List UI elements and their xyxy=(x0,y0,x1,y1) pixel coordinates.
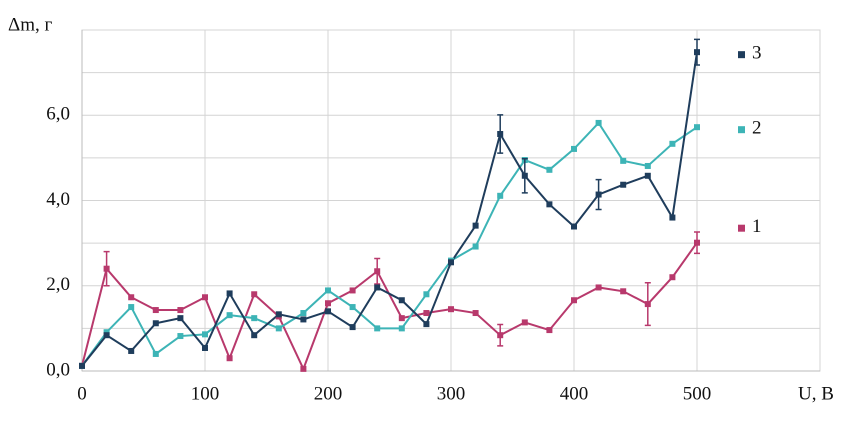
legend-swatch xyxy=(738,51,745,59)
point xyxy=(398,297,405,304)
point xyxy=(128,347,135,354)
x-tick-label: 500 xyxy=(683,383,712,404)
point xyxy=(669,214,676,221)
x-axis-label: U, В xyxy=(798,383,834,404)
point xyxy=(128,294,135,301)
y-tick-label: 2,0 xyxy=(46,274,70,295)
point xyxy=(669,274,676,281)
point xyxy=(620,157,627,164)
point xyxy=(595,191,602,198)
point xyxy=(325,300,331,307)
point xyxy=(595,119,602,126)
x-tick-label: 300 xyxy=(437,383,466,404)
point xyxy=(694,49,700,56)
point xyxy=(644,172,651,179)
point xyxy=(251,332,258,339)
point xyxy=(694,124,700,131)
legend-label: 3 xyxy=(752,43,762,64)
point xyxy=(398,325,405,332)
point xyxy=(448,259,454,266)
point xyxy=(79,362,85,369)
point xyxy=(472,243,479,250)
point xyxy=(497,192,504,199)
point xyxy=(152,307,159,314)
point xyxy=(546,327,553,334)
series-line xyxy=(81,242,698,372)
point xyxy=(620,288,627,295)
point xyxy=(300,316,307,323)
point xyxy=(177,315,184,322)
point xyxy=(571,297,577,304)
point xyxy=(349,304,356,311)
point xyxy=(177,307,184,314)
point xyxy=(349,324,356,331)
point xyxy=(251,315,258,322)
point xyxy=(103,332,110,339)
point xyxy=(669,140,676,147)
point xyxy=(128,304,135,311)
point xyxy=(103,265,110,272)
y-tick-label: 0,0 xyxy=(46,359,70,380)
point xyxy=(349,287,356,294)
x-tick-label: 200 xyxy=(314,383,343,404)
x-tick-label: 0 xyxy=(77,383,87,404)
point xyxy=(423,310,430,317)
point xyxy=(448,306,454,313)
point xyxy=(275,311,282,318)
point xyxy=(226,355,233,362)
point xyxy=(595,284,602,291)
x-tick-label: 400 xyxy=(560,383,589,404)
point xyxy=(398,315,405,322)
legend-label: 1 xyxy=(752,216,762,237)
point xyxy=(694,239,700,246)
point xyxy=(620,181,627,188)
x-tick-label: 100 xyxy=(191,383,220,404)
legend-swatch xyxy=(738,224,745,232)
point xyxy=(644,162,651,169)
point xyxy=(374,325,381,332)
series-line xyxy=(81,52,698,367)
point xyxy=(374,284,381,291)
point xyxy=(374,268,381,275)
point xyxy=(251,291,258,298)
point xyxy=(521,319,528,326)
point xyxy=(571,145,577,152)
series-line xyxy=(81,121,698,367)
y-tick-label: 6,0 xyxy=(46,104,70,125)
legend-label: 2 xyxy=(752,118,762,139)
point xyxy=(325,308,331,315)
point xyxy=(202,294,208,301)
point xyxy=(423,291,430,298)
point xyxy=(226,312,233,319)
point xyxy=(644,301,651,308)
point xyxy=(152,320,159,327)
point xyxy=(521,172,528,179)
point xyxy=(325,287,331,294)
legend-swatch xyxy=(738,126,745,134)
point xyxy=(300,310,307,317)
point xyxy=(472,310,479,317)
y-axis-label: Δm, г xyxy=(8,14,52,35)
y-tick-label: 4,0 xyxy=(46,189,70,210)
point xyxy=(152,350,159,357)
point xyxy=(497,332,504,339)
point xyxy=(177,333,184,340)
point xyxy=(546,166,553,173)
point xyxy=(300,365,307,372)
point xyxy=(546,201,553,208)
point xyxy=(472,222,479,229)
point xyxy=(275,325,282,332)
point xyxy=(226,290,233,297)
point xyxy=(423,321,430,328)
point xyxy=(202,331,208,338)
point xyxy=(497,131,504,138)
point xyxy=(571,223,577,230)
point xyxy=(202,344,208,351)
